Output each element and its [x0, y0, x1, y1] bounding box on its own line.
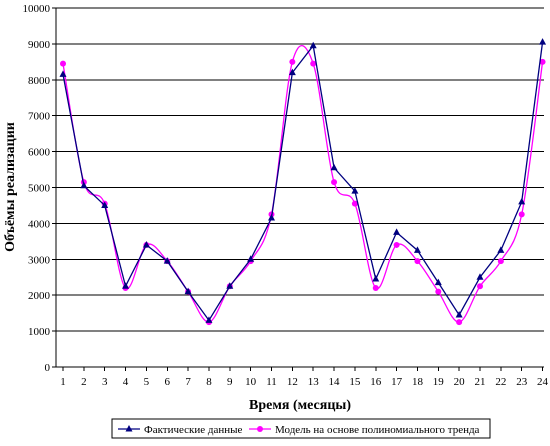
x-tick-label: 15	[349, 376, 361, 388]
series-actual-point	[539, 38, 547, 45]
series-model-point	[331, 179, 338, 186]
x-tick-label: 19	[433, 376, 445, 388]
legend: Фактические данные Модель на основе полин…	[111, 418, 491, 439]
series-actual-point	[288, 68, 296, 76]
y-tick-label: 0	[45, 362, 51, 374]
series-model-point	[414, 258, 421, 265]
x-tick-label: 24	[537, 376, 549, 388]
series-model-point	[435, 288, 442, 295]
y-tick-label: 4000	[28, 218, 51, 230]
x-tick-label: 14	[329, 376, 341, 388]
x-tick-label: 18	[412, 376, 424, 388]
series-actual-line	[62, 42, 544, 322]
series-model-point	[518, 211, 525, 218]
series-actual-point	[268, 214, 275, 221]
x-tick-label: 5	[144, 376, 150, 388]
series-actual-point	[226, 282, 234, 289]
series-actual-point	[247, 255, 255, 262]
series-actual-point	[455, 310, 463, 318]
x-tick-label: 22	[495, 376, 506, 388]
y-tick-label: 1000	[28, 326, 51, 338]
x-tick-label: 23	[516, 376, 528, 388]
x-tick-label: 10	[245, 376, 257, 388]
x-tick-label: 4	[123, 376, 129, 388]
legend-actual-marker	[125, 425, 133, 432]
x-tick-label: 6	[165, 376, 171, 388]
y-axis-title: Объёмы реализации	[3, 122, 18, 252]
y-tick-label: 3000	[28, 254, 51, 266]
series-model-line	[62, 45, 544, 323]
series-model-point	[310, 60, 317, 67]
axis-layer	[52, 7, 544, 371]
series-actual-point	[372, 275, 380, 282]
series-model-point	[60, 60, 66, 67]
legend-items: Фактические данные Модель на основе полин…	[118, 424, 480, 436]
y-tick-label: 6000	[28, 147, 51, 159]
x-tick-label: 16	[370, 376, 382, 388]
series-actual-point	[413, 246, 421, 253]
legend-model-marker	[257, 426, 263, 432]
series-model-point	[393, 241, 400, 248]
x-tick-label: 8	[206, 376, 212, 388]
series-actual-point	[142, 240, 150, 248]
legend-actual-label: Фактические данные	[144, 424, 243, 436]
series-model-point	[456, 319, 463, 326]
x-axis-title: Время (месяцы)	[249, 398, 351, 413]
series-actual-point	[205, 316, 213, 323]
series-actual-point	[434, 278, 442, 286]
label-layer: 0 1000 2000 3000 4000 5000 6000 7000 8000 9000 100…	[23, 3, 549, 388]
x-tick-label: 20	[454, 376, 466, 388]
x-tick-label: 12	[287, 376, 298, 388]
series-actual-point	[518, 197, 526, 205]
x-tick-label: 9	[227, 376, 233, 388]
series-model-point	[477, 283, 483, 290]
y-tick-label: 7000	[28, 111, 51, 123]
series-actual-point	[80, 181, 88, 189]
x-tick-label: 21	[475, 376, 486, 388]
series-model-point	[289, 58, 296, 65]
x-tick-label: 13	[308, 376, 320, 388]
series-actual-point	[59, 70, 67, 77]
series-actual-point	[476, 273, 484, 280]
legend-model-label: Модель на основе полиномиального тренда	[275, 424, 480, 436]
series-actual-point	[184, 287, 192, 295]
y-tick-label: 5000	[28, 183, 51, 195]
series-actual-point	[309, 41, 317, 49]
x-tick-label: 3	[102, 376, 108, 388]
x-tick-label: 11	[266, 376, 277, 388]
series-actual-point	[122, 282, 130, 289]
series-actual-point	[163, 257, 171, 264]
series-actual-point	[393, 228, 401, 235]
series-layer	[59, 38, 547, 326]
x-tick-label: 1	[60, 376, 66, 388]
series-model-point	[372, 285, 379, 292]
series-actual-point	[101, 201, 109, 208]
y-tick-label: 8000	[28, 75, 51, 87]
series-model-point	[539, 58, 546, 65]
grid-layer	[56, 7, 544, 332]
series-actual-point	[351, 187, 359, 194]
series-actual-point	[330, 163, 338, 171]
y-tick-label: 10000	[23, 3, 51, 15]
series-model-point	[351, 200, 358, 207]
legend-box	[111, 418, 491, 439]
y-tick-label: 9000	[28, 39, 51, 51]
series-actual-point	[497, 246, 505, 253]
x-tick-label: 17	[391, 376, 403, 388]
series-model-point	[497, 258, 504, 265]
x-tick-label: 7	[185, 376, 191, 388]
x-tick-label: 2	[81, 376, 87, 388]
y-tick-label: 2000	[28, 290, 51, 302]
